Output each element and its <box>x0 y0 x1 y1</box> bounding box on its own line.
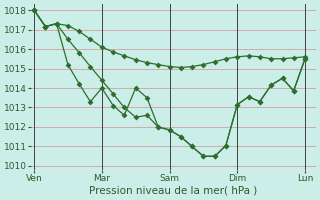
X-axis label: Pression niveau de la mer( hPa ): Pression niveau de la mer( hPa ) <box>90 186 258 196</box>
